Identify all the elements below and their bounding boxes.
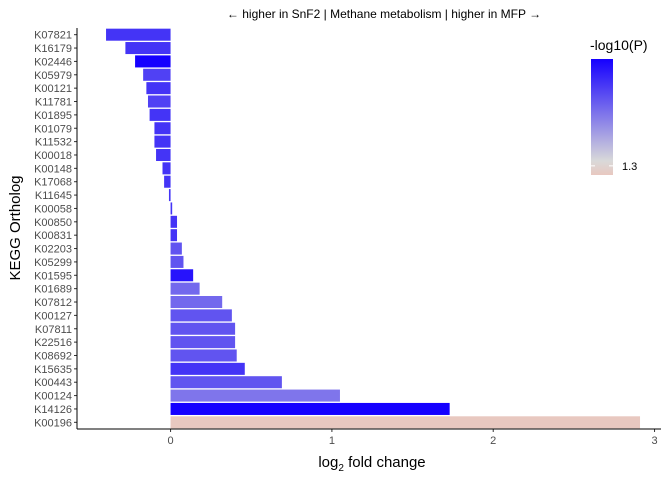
bar-K00850 (170, 215, 178, 228)
bar-K08692 (170, 349, 237, 362)
y-tick-label: K00850 (34, 217, 72, 229)
y-tick-label: K01689 (34, 284, 72, 296)
bar-K01595 (170, 269, 194, 282)
y-tick-label: K00124 (34, 391, 72, 403)
bar-K02446 (135, 55, 171, 68)
y-tick-label: K00148 (34, 163, 72, 175)
bar-K01895 (149, 108, 171, 121)
bar-K00196 (170, 416, 641, 429)
bar-K00127 (170, 309, 232, 322)
y-tick-label: K01895 (34, 110, 72, 122)
y-tick-label: K17068 (34, 177, 72, 189)
y-tick-label: K00058 (34, 203, 72, 215)
y-tick-label: K11645 (35, 190, 72, 202)
y-axis-title: KEGG Ortholog (7, 175, 24, 280)
x-tick-label: 0 (168, 435, 174, 447)
y-tick-label: K16179 (34, 43, 72, 55)
legend-tick-label: 1.3 (622, 161, 637, 173)
chart-title: ← higher in SnF2 | Methane metabolism | … (227, 7, 541, 21)
bar-K16179 (125, 42, 171, 55)
bar-K00443 (170, 376, 282, 389)
bar-K00058 (170, 202, 173, 215)
color-legend: -log10(P) 1.3 (590, 37, 648, 175)
bar-K07812 (170, 296, 223, 309)
bar-K00124 (170, 389, 340, 402)
legend-colorbar (591, 59, 613, 175)
y-tick-label: K05979 (34, 70, 72, 82)
x-axis-title: log2 fold change (318, 454, 425, 474)
x-tick-label: 1 (329, 435, 335, 447)
bar-K05979 (143, 68, 171, 81)
y-tick-label: K02203 (34, 244, 72, 256)
bar-K01079 (154, 122, 171, 135)
y-tick-label: K01595 (34, 270, 72, 282)
legend-title: -log10(P) (590, 37, 648, 53)
x-axis-ticks: 0 1 2 3 (168, 429, 658, 447)
y-tick-label: K02446 (34, 56, 72, 68)
bar-K11645 (168, 189, 171, 202)
y-tick-label: K07812 (34, 297, 72, 309)
y-tick-label: K07811 (35, 324, 72, 336)
bar-K05299 (170, 255, 184, 268)
y-tick-label: K00018 (34, 150, 72, 162)
bar-K11532 (154, 135, 171, 148)
bar-K07821 (106, 28, 171, 41)
y-tick-label: K15635 (34, 364, 72, 376)
bar-K02203 (170, 242, 182, 255)
y-tick-label: K00196 (34, 417, 72, 429)
x-tick-label: 2 (490, 435, 496, 447)
y-tick-label: K11532 (35, 137, 72, 149)
bar-K01689 (170, 282, 200, 295)
bar-K17068 (164, 175, 171, 188)
y-tick-label: K00443 (34, 377, 72, 389)
x-tick-label: 3 (651, 435, 657, 447)
bar-K15635 (170, 362, 245, 375)
y-tick-label: K22516 (34, 337, 72, 349)
y-tick-label: K14126 (34, 404, 72, 416)
bar-K22516 (170, 336, 236, 349)
y-tick-label: K05299 (34, 257, 72, 269)
y-tick-label: K00121 (34, 83, 72, 95)
bar-K00121 (146, 82, 171, 95)
bar-K14126 (170, 402, 450, 415)
y-tick-label: K07821 (34, 30, 72, 42)
bar-K07811 (170, 322, 236, 335)
bar-K11781 (147, 95, 171, 108)
y-tick-label: K11781 (35, 97, 72, 109)
y-tick-label: K00831 (34, 230, 72, 242)
legend-ticks: 1.3 (591, 161, 637, 173)
bar-K00831 (170, 229, 178, 242)
y-tick-label: K08692 (34, 350, 72, 362)
bars-group (106, 28, 641, 429)
bar-K00018 (156, 148, 171, 161)
y-tick-label: K01079 (34, 123, 72, 135)
y-tick-label: K00127 (34, 310, 72, 322)
bar-K00148 (162, 162, 171, 175)
